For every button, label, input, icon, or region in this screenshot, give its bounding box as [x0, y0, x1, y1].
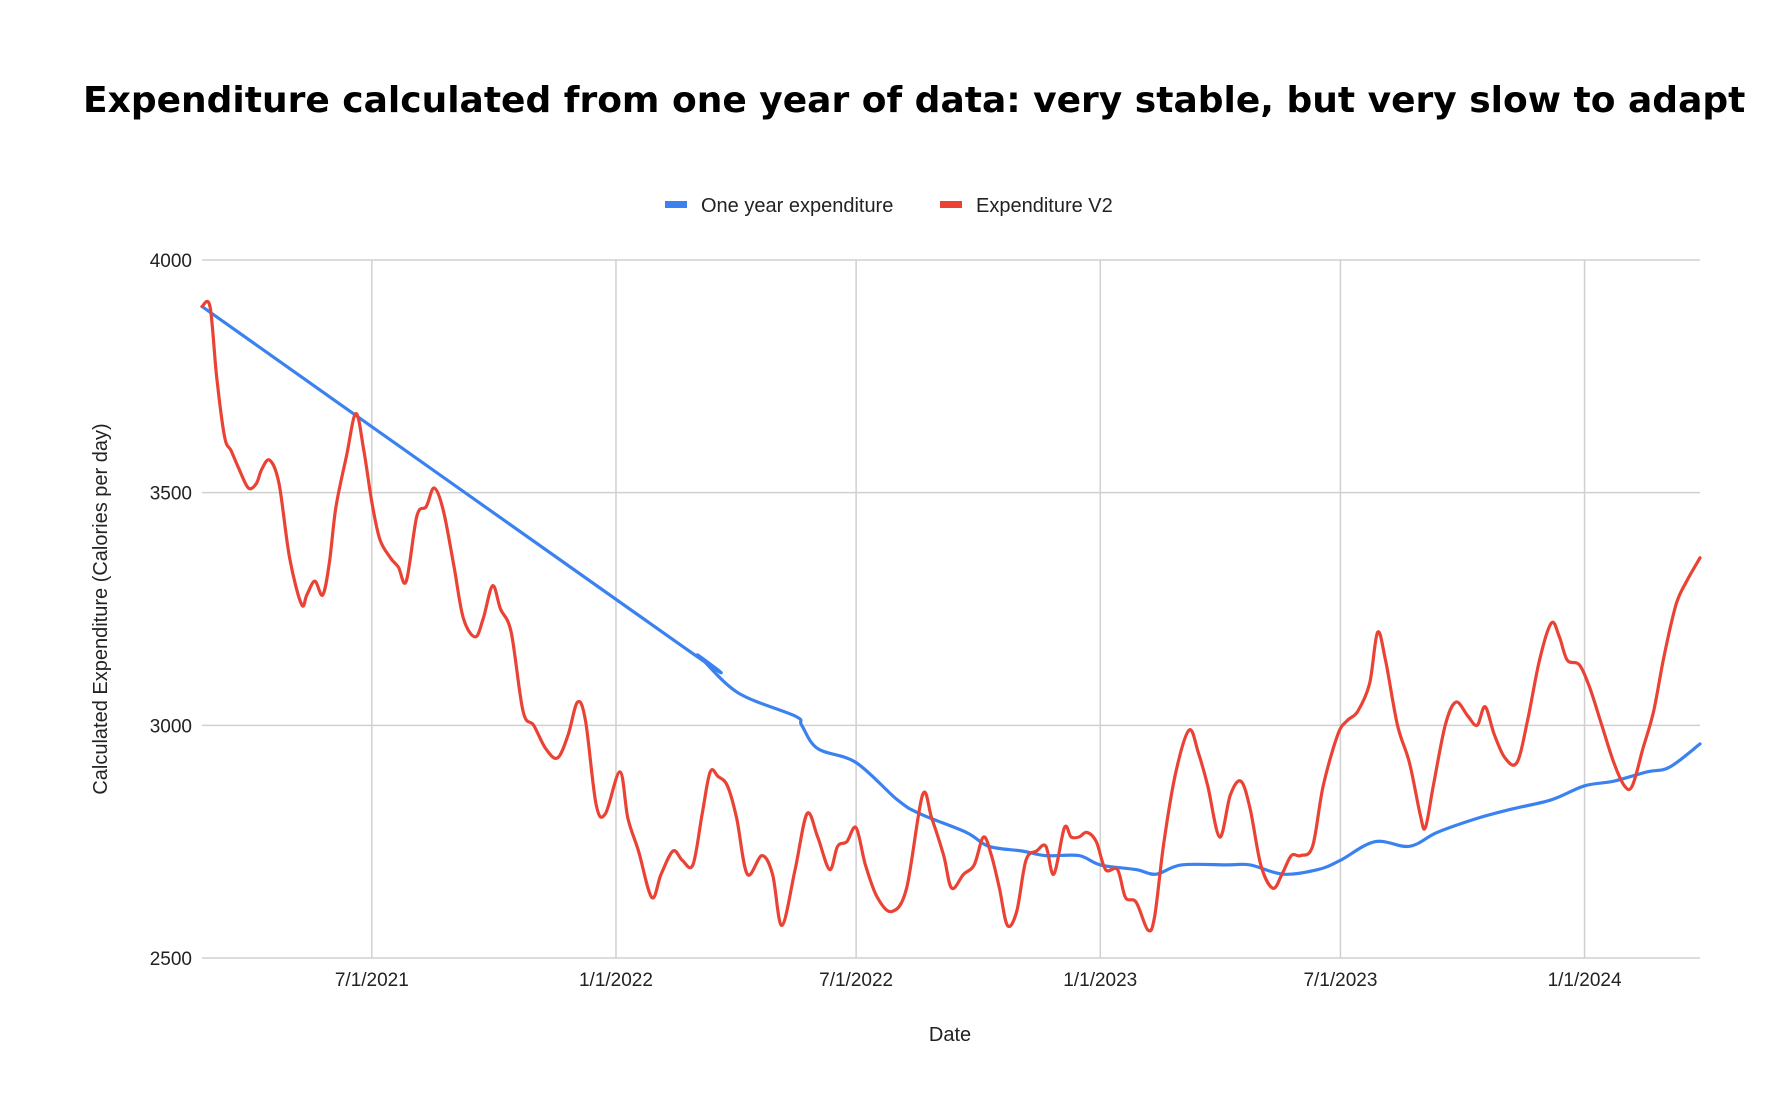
x-axis-title: Date — [929, 1024, 971, 1046]
series-line-expenditure-v2 — [200, 299, 1702, 933]
series-lines — [200, 299, 1702, 933]
legend-swatch-one-year-expenditure — [665, 201, 687, 208]
y-tick-label: 3500 — [150, 484, 192, 505]
y-tick-label: 4000 — [150, 251, 192, 272]
chart-title: Expenditure calculated from one year of … — [83, 80, 1745, 121]
legend-item-expenditure-v2: Expenditure V2 — [940, 195, 1113, 217]
x-tick-label: 1/1/2024 — [1548, 970, 1622, 991]
legend-label: Expenditure V2 — [976, 195, 1113, 217]
legend-swatch-expenditure-v2 — [940, 201, 962, 208]
y-axis-ticks: 2500 3000 3500 4000 — [150, 251, 192, 970]
x-tick-label: 1/1/2023 — [1063, 970, 1137, 991]
y-axis-title: Calculated Expenditure (Calories per day… — [90, 423, 112, 794]
x-tick-label: 7/1/2021 — [335, 970, 409, 991]
legend-item-one-year-expenditure: One year expenditure — [665, 195, 893, 217]
y-tick-label: 3000 — [150, 716, 192, 737]
legend: One year expenditure Expenditure V2 — [665, 195, 1113, 217]
legend-label: One year expenditure — [701, 195, 893, 217]
y-tick-label: 2500 — [150, 949, 192, 970]
gridlines — [202, 259, 1700, 959]
x-tick-label: 7/1/2022 — [819, 970, 893, 991]
series-line-one-year-expenditure — [200, 304, 1702, 876]
x-tick-label: 1/1/2022 — [579, 970, 653, 991]
x-tick-label: 7/1/2023 — [1303, 970, 1377, 991]
x-axis-ticks: 7/1/2021 1/1/2022 7/1/2022 1/1/2023 7/1/2023… — [335, 970, 1622, 991]
